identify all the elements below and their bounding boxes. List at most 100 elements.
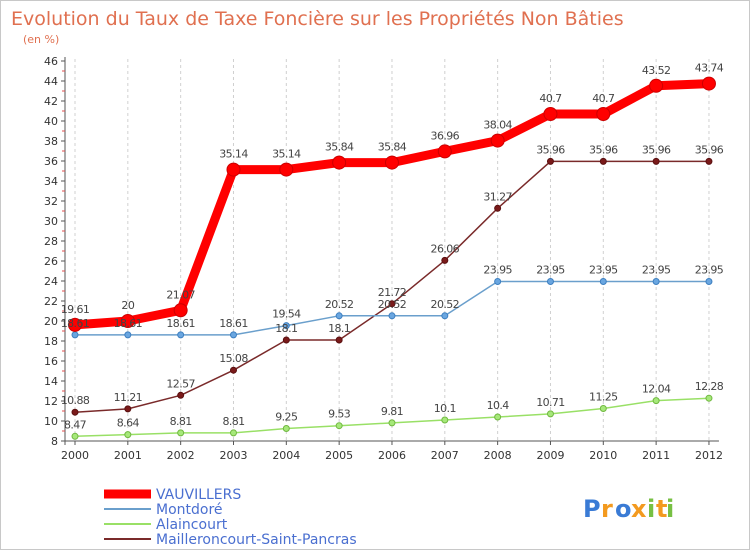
y-tick-label-14: 14: [44, 375, 58, 388]
label-alaincourt-2008: 10.4: [487, 399, 510, 412]
point-vauvillers-2008: [490, 133, 505, 148]
logo-letter-1: r: [601, 495, 613, 523]
series: [68, 76, 716, 440]
label-alaincourt-2001: 8.64: [117, 417, 140, 430]
label-mailleroncourt-2010: 35.96: [589, 143, 618, 156]
label-vauvillers-2006: 35.84: [378, 141, 407, 154]
point-vauvillers-2009: [543, 107, 558, 121]
y-tick-label-28: 28: [44, 235, 58, 248]
y-tick-label-8: 8: [51, 435, 58, 448]
label-mailleroncourt-2005: 18.1: [328, 322, 350, 335]
label-montdore-2012: 23.95: [695, 264, 724, 277]
point-mailleroncourt-2010: [599, 157, 607, 165]
chart-title: Evolution du Taux de Taxe Foncière sur l…: [11, 8, 624, 30]
label-montdore-2001: 18.61: [114, 317, 143, 330]
point-alaincourt-2005: [335, 422, 343, 430]
point-mailleroncourt-2012: [705, 157, 713, 165]
y-tick-label-10: 10: [44, 415, 58, 428]
point-alaincourt-2011: [652, 397, 660, 405]
point-montdore-2008: [494, 278, 502, 285]
point-montdore-2009: [546, 278, 554, 285]
y-tick-label-26: 26: [44, 255, 58, 268]
logo-letter-6: i: [666, 495, 674, 523]
point-mailleroncourt-2000: [71, 408, 79, 416]
label-montdore-2011: 23.95: [642, 264, 671, 277]
y-tick-label-22: 22: [44, 295, 58, 308]
label-mailleroncourt-2012: 35.96: [695, 143, 724, 156]
label-vauvillers-2008: 38.04: [483, 119, 512, 132]
x-tick-label-2005: 2005: [325, 449, 353, 462]
point-vauvillers-2003: [226, 162, 241, 177]
label-mailleroncourt-2007: 26.06: [431, 242, 460, 255]
label-vauvillers-2011: 43.52: [642, 64, 671, 77]
y-tick-label-18: 18: [44, 335, 58, 348]
label-montdore-2002: 18.61: [166, 317, 195, 330]
logo-letter-3: x: [631, 495, 647, 523]
point-montdore-2005: [335, 312, 343, 320]
point-mailleroncourt-2001: [124, 405, 132, 413]
label-alaincourt-2010: 11.25: [589, 391, 618, 404]
legend-label-montdore: Montdoré: [156, 502, 223, 518]
point-mailleroncourt-2002: [177, 391, 185, 399]
label-alaincourt-2012: 12.28: [695, 380, 724, 393]
label-alaincourt-2002: 8.81: [170, 415, 192, 428]
label-mailleroncourt-2004: 18.1: [275, 322, 297, 335]
label-vauvillers-2003: 35.14: [219, 148, 248, 161]
point-alaincourt-2012: [705, 394, 713, 402]
legend-label-alaincourt: Alaincourt: [156, 517, 228, 533]
x-tick-label-2004: 2004: [272, 449, 300, 462]
point-vauvillers-2004: [279, 162, 294, 177]
label-vauvillers-2004: 35.14: [272, 148, 301, 161]
point-vauvillers-2005: [332, 155, 347, 170]
y-tick-label-34: 34: [44, 175, 58, 188]
point-alaincourt-2000: [71, 432, 79, 440]
label-alaincourt-2004: 9.25: [275, 411, 298, 424]
label-mailleroncourt-2003: 15.08: [219, 352, 248, 365]
point-alaincourt-2004: [282, 425, 290, 432]
point-alaincourt-2003: [229, 429, 237, 437]
point-vauvillers-2012: [701, 76, 716, 91]
point-mailleroncourt-2004: [282, 336, 290, 344]
x-tick-label-2006: 2006: [378, 449, 406, 462]
x-tick-label-2009: 2009: [536, 449, 564, 462]
point-mailleroncourt-2003: [229, 366, 237, 374]
point-alaincourt-2002: [177, 429, 185, 437]
label-alaincourt-2011: 12.04: [642, 383, 671, 396]
label-vauvillers-2007: 36.96: [431, 129, 460, 142]
y-tick-label-44: 44: [44, 75, 58, 88]
label-mailleroncourt-2002: 12.57: [166, 377, 195, 390]
point-alaincourt-2008: [494, 413, 502, 421]
label-alaincourt-2006: 9.81: [381, 405, 403, 418]
y-tick-label-42: 42: [44, 95, 58, 108]
point-montdore-2010: [599, 278, 607, 285]
label-vauvillers-2009: 40.7: [539, 92, 562, 105]
data-labels: 19.61 20 21.07 35.14 35.14 35.84 35.84 36.96 38.…: [61, 62, 725, 432]
y-tick-label-16: 16: [44, 355, 58, 368]
point-vauvillers-2006: [384, 155, 399, 170]
point-montdore-2012: [705, 278, 713, 285]
label-alaincourt-2005: 9.53: [328, 408, 351, 421]
label-montdore-2004: 19.54: [272, 308, 301, 321]
point-montdore-2000: [71, 331, 79, 339]
point-montdore-2011: [652, 278, 660, 285]
point-mailleroncourt-2008: [494, 204, 502, 212]
point-montdore-2004: [282, 322, 290, 330]
x-tick-label-2007: 2007: [431, 449, 459, 462]
y-tick-label-46: 46: [44, 55, 58, 68]
legend: VAUVILLERS Montdoré Alaincourt Mailleron…: [104, 487, 357, 548]
x-tick-label-2000: 2000: [61, 449, 89, 462]
point-mailleroncourt-2011: [652, 157, 660, 165]
x-tick-label-2011: 2011: [642, 449, 670, 462]
y-tick-label-30: 30: [44, 215, 58, 228]
logo-letter-5: t: [656, 495, 667, 523]
x-tick-label-2008: 2008: [484, 449, 512, 462]
point-montdore-2003: [229, 331, 237, 339]
label-alaincourt-2000: 8.47: [64, 418, 87, 431]
point-vauvillers-2007: [437, 144, 452, 159]
point-vauvillers-2000: [68, 317, 82, 332]
label-vauvillers-2000: 19.61: [61, 303, 90, 316]
grid: [74, 59, 710, 441]
